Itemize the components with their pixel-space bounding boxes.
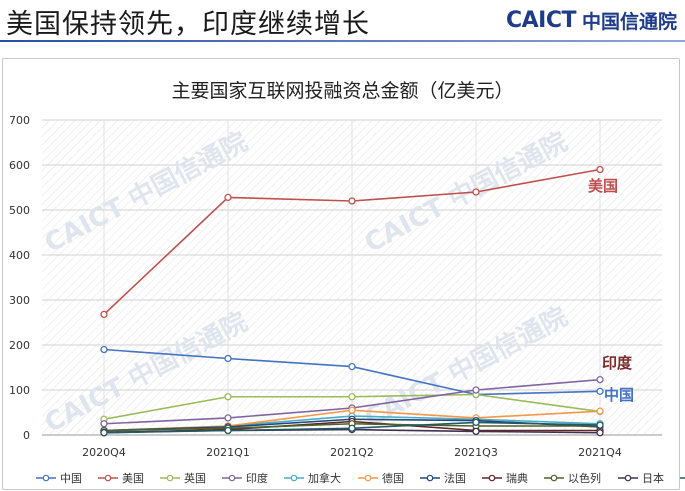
y-tick-label: 500 (9, 204, 30, 217)
data-point (348, 197, 356, 205)
data-point (224, 193, 232, 202)
legend-marker (624, 474, 632, 482)
data-point (596, 429, 604, 437)
legend-label: 加拿大 (308, 471, 341, 485)
data-point (348, 362, 356, 371)
series-callout: 美国 (588, 177, 618, 195)
data-point (100, 310, 108, 319)
data-point (472, 427, 480, 436)
y-tick-label: 0 (23, 429, 30, 442)
data-point (596, 421, 604, 429)
data-point (224, 354, 232, 363)
x-tick-label: 2020Q4 (82, 446, 126, 459)
legend-marker (426, 474, 434, 482)
legend-label: 日本 (642, 471, 664, 485)
legend-label: 德国 (382, 471, 404, 485)
legend-label: 中国 (60, 472, 82, 485)
x-tick-label: 2021Q2 (330, 446, 374, 459)
data-point (224, 393, 232, 401)
data-point (472, 188, 480, 196)
header-rule (0, 40, 685, 42)
legend-marker (488, 474, 496, 482)
x-tick-label: 2021Q4 (578, 446, 622, 459)
data-point (100, 345, 108, 354)
data-point (348, 406, 356, 414)
logo-latin: CAICT (505, 7, 577, 33)
legend-label: 瑞典 (506, 471, 528, 485)
data-point (100, 420, 108, 428)
data-point (596, 407, 604, 415)
legend-label: 以色列 (568, 471, 601, 485)
legend-marker (104, 474, 112, 482)
y-tick-label: 600 (9, 159, 30, 172)
data-point (224, 426, 232, 435)
data-point (596, 375, 604, 384)
data-point (596, 387, 604, 396)
y-tick-label: 700 (9, 114, 30, 127)
legend-marker (290, 474, 298, 482)
data-point (596, 165, 604, 174)
legend-marker (166, 474, 174, 482)
data-point (472, 386, 480, 394)
legend-label: 印度 (246, 471, 268, 485)
y-tick-label: 200 (9, 339, 30, 352)
legend-marker (228, 474, 236, 482)
legend-label: 法国 (444, 471, 466, 485)
data-point (224, 414, 232, 422)
data-point (472, 418, 480, 427)
slide-headline: 美国保持领先，印度继续增长 (6, 9, 370, 40)
y-tick-label: 100 (9, 384, 30, 397)
legend-label: 英国 (184, 471, 206, 485)
series-callout: 中国 (604, 386, 634, 404)
data-point (348, 424, 356, 432)
y-tick-label: 300 (9, 294, 30, 307)
legend-label: 美国 (122, 472, 144, 485)
y-tick-label: 400 (9, 249, 30, 262)
data-point (348, 393, 356, 401)
x-tick-label: 2021Q3 (454, 446, 498, 459)
data-point (100, 429, 108, 437)
legend-marker (550, 474, 558, 482)
caict-logo: CAICT 中国信通院 (506, 6, 677, 34)
x-tick-label: 2021Q1 (206, 446, 250, 459)
chart-title: 主要国家互联网投融资总金额（亿美元） (171, 80, 514, 102)
legend-marker (364, 474, 372, 482)
logo-chinese: 中国信通院 (581, 10, 677, 33)
legend-marker (42, 474, 50, 482)
series-callout: 印度 (602, 354, 633, 372)
